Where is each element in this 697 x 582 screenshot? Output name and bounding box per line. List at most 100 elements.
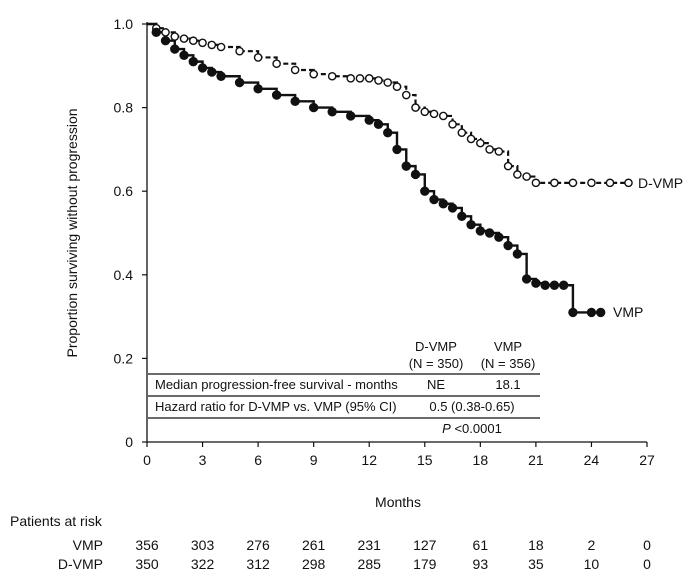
- point-vmp: [253, 84, 263, 94]
- at-risk-value-vmp: 127: [413, 537, 437, 553]
- point-vmp: [373, 119, 384, 130]
- y-tick-label: 0.4: [114, 267, 134, 283]
- point-vmp: [466, 219, 476, 230]
- y-tick-label: 0.2: [114, 350, 134, 366]
- y-axis-label: Proportion surviving without progression: [64, 108, 80, 357]
- at-risk-value-d-vmp: 93: [473, 556, 489, 572]
- at-risk-value-vmp: 18: [528, 537, 544, 553]
- at-risk-value-d-vmp: 0: [643, 556, 651, 572]
- point-d-vmp: [161, 28, 170, 37]
- at-risk-value-vmp: 2: [588, 537, 596, 553]
- point-d-vmp: [346, 74, 356, 83]
- table-header-vmp-line2: (N = 356): [481, 356, 536, 371]
- at-risk-value-vmp: 356: [135, 537, 159, 553]
- point-d-vmp: [531, 178, 541, 188]
- point-vmp: [420, 186, 430, 196]
- y-tick-label: 0.8: [114, 100, 134, 116]
- point-vmp: [540, 280, 550, 290]
- point-vmp: [531, 278, 541, 288]
- point-d-vmp: [476, 138, 485, 148]
- at-risk-row-label-vmp: VMP: [73, 537, 103, 553]
- table-row2-value: 0.5 (0.38-0.65): [429, 399, 514, 414]
- x-tick-label: 27: [639, 452, 655, 468]
- point-d-vmp: [392, 82, 402, 91]
- point-d-vmp: [550, 178, 559, 188]
- y-tick-label: 1.0: [114, 16, 134, 32]
- at-risk-value-d-vmp: 312: [246, 556, 270, 572]
- at-risk-value-d-vmp: 10: [584, 556, 600, 572]
- point-d-vmp: [401, 90, 411, 100]
- point-vmp: [549, 280, 560, 290]
- table-header-vmp-line1: VMP: [494, 339, 522, 354]
- point-vmp: [234, 77, 245, 88]
- at-risk-value-vmp: 261: [302, 537, 326, 553]
- at-risk-value-vmp: 231: [358, 537, 382, 553]
- x-tick-label: 18: [473, 452, 489, 468]
- x-tick-label: 6: [254, 452, 262, 468]
- point-vmp: [438, 199, 448, 209]
- point-d-vmp: [188, 36, 198, 46]
- inset-table: D-VMP (N = 350) VMP (N = 356) Median pro…: [148, 339, 540, 436]
- point-d-vmp: [494, 147, 504, 156]
- point-vmp: [401, 161, 411, 171]
- table-row2-label: Hazard ratio for D-VMP vs. VMP (95% CI): [155, 399, 397, 414]
- series-line-vmp: [147, 22, 601, 314]
- point-d-vmp: [253, 53, 263, 62]
- at-risk-value-vmp: 276: [246, 537, 270, 553]
- point-d-vmp: [355, 74, 365, 83]
- curve-label-d-vmp: D-VMP: [638, 175, 683, 191]
- point-d-vmp: [448, 120, 457, 129]
- point-vmp: [179, 50, 189, 61]
- point-vmp: [197, 63, 208, 73]
- point-d-vmp: [383, 78, 393, 87]
- point-d-vmp: [411, 103, 420, 112]
- point-d-vmp: [485, 145, 494, 154]
- at-risk-title: Patients at risk: [10, 513, 103, 529]
- point-vmp: [216, 71, 226, 81]
- x-axis-label: Months: [375, 494, 421, 510]
- point-vmp: [503, 240, 513, 251]
- table-row1-label: Median progression-free survival - month…: [155, 377, 398, 392]
- at-risk-row-label-dvmp: D-VMP: [58, 556, 103, 572]
- x-tick-label: 24: [584, 452, 600, 468]
- axes: 0 3 6 9 12 15 18 21 24 27 0 0.2 0.4 0.6 0.8 1.0: [114, 16, 655, 468]
- table-row1-vmp: 18.1: [495, 377, 520, 392]
- point-vmp: [494, 232, 504, 242]
- point-vmp: [308, 102, 319, 113]
- point-d-vmp: [457, 128, 467, 137]
- y-tick-label: 0: [125, 434, 133, 450]
- point-d-vmp: [327, 71, 337, 81]
- at-risk-value-d-vmp: 298: [302, 556, 326, 572]
- point-vmp: [346, 111, 356, 121]
- table-header-dvmp-line2: (N = 350): [409, 356, 464, 371]
- point-d-vmp: [374, 76, 383, 85]
- point-vmp: [521, 274, 532, 284]
- table-row1-dvmp: NE: [427, 377, 445, 392]
- point-vmp: [457, 211, 467, 221]
- at-risk-value-d-vmp: 322: [191, 556, 215, 572]
- point-d-vmp: [309, 69, 318, 79]
- at-risk-table: Patients at risk VMP D-VMP 356 303 276 261 2…: [10, 513, 651, 572]
- x-tick-label: 21: [528, 452, 544, 468]
- point-d-vmp: [605, 178, 615, 188]
- point-vmp: [596, 307, 606, 318]
- at-risk-value-d-vmp: 350: [135, 556, 159, 572]
- y-tick-label: 0.6: [114, 183, 134, 199]
- curves: [147, 22, 629, 314]
- at-risk-value-d-vmp: 285: [358, 556, 382, 572]
- point-vmp: [558, 280, 569, 290]
- point-d-vmp: [179, 34, 189, 43]
- point-d-vmp: [568, 178, 578, 188]
- at-risk-value-d-vmp: 179: [413, 556, 437, 572]
- point-vmp: [271, 90, 282, 100]
- point-d-vmp: [235, 46, 244, 56]
- point-vmp: [429, 194, 439, 205]
- point-d-vmp: [624, 178, 633, 188]
- table-pvalue: P <0.0001: [442, 421, 502, 436]
- point-d-vmp: [272, 59, 281, 69]
- curve-label-vmp: VMP: [613, 304, 643, 320]
- point-vmp: [475, 226, 486, 236]
- point-d-vmp: [364, 74, 374, 83]
